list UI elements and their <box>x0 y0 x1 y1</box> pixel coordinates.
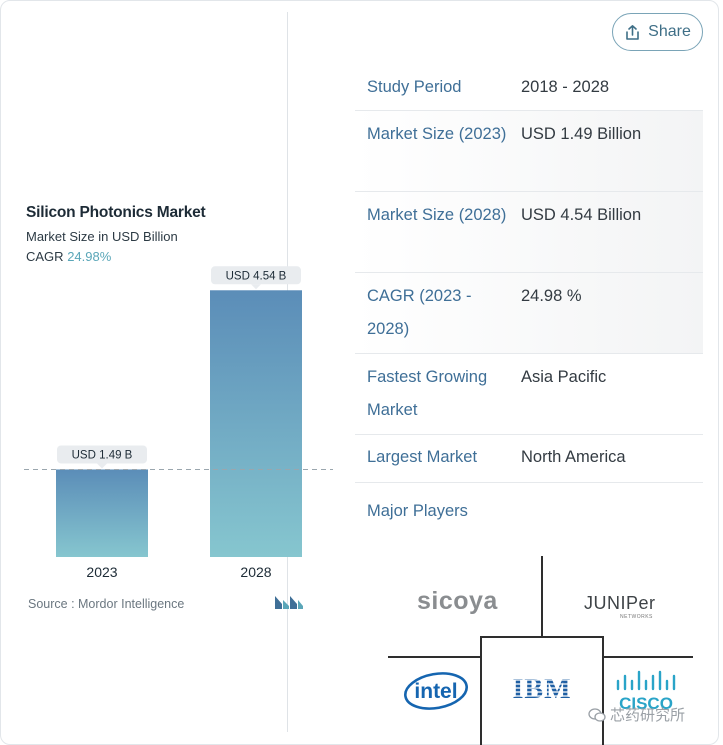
juniper-logo-subtext: NETWORKS <box>620 614 653 620</box>
intel-logo: intel <box>404 672 468 710</box>
data-label: USD 1.49 B <box>72 449 133 461</box>
table-row: Largest Market North America <box>355 435 703 483</box>
grid-line <box>602 656 693 658</box>
x-tick-label: 2023 <box>86 564 117 580</box>
data-label-pointer <box>97 463 107 469</box>
row-value: 24.98 % <box>521 287 582 305</box>
watermark: 芯药研究所 <box>588 704 685 725</box>
mordor-logo-icon <box>275 596 303 609</box>
cisco-logo-text: CISCO <box>619 694 673 713</box>
data-label-pointer <box>251 284 261 290</box>
bar-chart: USD 1.49 B 2023 USD 4.54 B 2028 <box>24 266 333 580</box>
data-label-bg <box>57 445 147 464</box>
ibm-logo: IBM <box>507 674 577 705</box>
chart-subtitle: Market Size in USD Billion <box>26 229 178 244</box>
market-summary-table: Study Period 2018 - 2028 Market Size (20… <box>355 63 703 543</box>
row-key: Major Players <box>367 502 468 520</box>
row-value: 2018 - 2028 <box>521 78 610 96</box>
row-value: Asia Pacific <box>521 368 607 386</box>
row-key: Study Period <box>367 78 462 96</box>
major-players-logos: sicoya JUNIPer NETWORKS intel IBM CISCO <box>388 556 693 745</box>
grid-line <box>480 636 602 638</box>
ibm-logo-text: IBM <box>513 674 572 705</box>
bar-2028 <box>210 290 302 557</box>
table-row: Fastest Growing Market Asia Pacific <box>355 354 703 435</box>
row-value: USD 4.54 Billion <box>521 206 642 224</box>
table-row: Major Players <box>355 483 703 543</box>
grid-line <box>602 636 604 745</box>
data-label-bg <box>211 266 301 285</box>
row-value: USD 1.49 Billion <box>521 125 642 143</box>
cagr-label: CAGR <box>26 249 64 264</box>
row-key: Fastest Growing Market <box>367 368 488 419</box>
data-label: USD 4.54 B <box>226 270 287 282</box>
chart-cagr: CAGR 24.98% <box>26 249 111 264</box>
table-row: Study Period 2018 - 2028 <box>355 63 703 111</box>
share-label: Share <box>648 23 691 40</box>
grid-line <box>541 556 543 636</box>
table-row: Market Size (2028) USD 4.54 Billion <box>355 192 703 273</box>
sicoya-logo: sicoya <box>417 587 498 615</box>
chart-title: Silicon Photonics Market <box>26 204 206 221</box>
row-key: Market Size (2028) <box>367 206 507 224</box>
table-row: Market Size (2023) USD 1.49 Billion <box>355 111 703 192</box>
table-row: CAGR (2023 - 2028) 24.98 % <box>355 273 703 354</box>
intel-logo-text: intel <box>414 680 457 703</box>
source-text: Source : Mordor Intelligence <box>28 597 185 611</box>
bar-2023 <box>56 469 148 557</box>
wechat-icon <box>588 707 606 722</box>
row-key: CAGR (2023 - 2028) <box>367 287 472 338</box>
grid-line <box>388 656 480 658</box>
row-key: Largest Market <box>367 448 478 466</box>
x-tick-label: 2028 <box>240 564 271 580</box>
share-button[interactable]: Share <box>612 13 703 51</box>
grid-line <box>480 636 482 745</box>
row-value: North America <box>521 448 626 466</box>
cagr-value: 24.98% <box>67 249 112 264</box>
row-key: Market Size (2023) <box>367 125 507 143</box>
watermark-text: 芯药研究所 <box>610 707 686 724</box>
share-icon <box>626 24 639 40</box>
cisco-logo: CISCO <box>616 670 676 713</box>
juniper-logo: JUNIPer <box>584 593 656 613</box>
